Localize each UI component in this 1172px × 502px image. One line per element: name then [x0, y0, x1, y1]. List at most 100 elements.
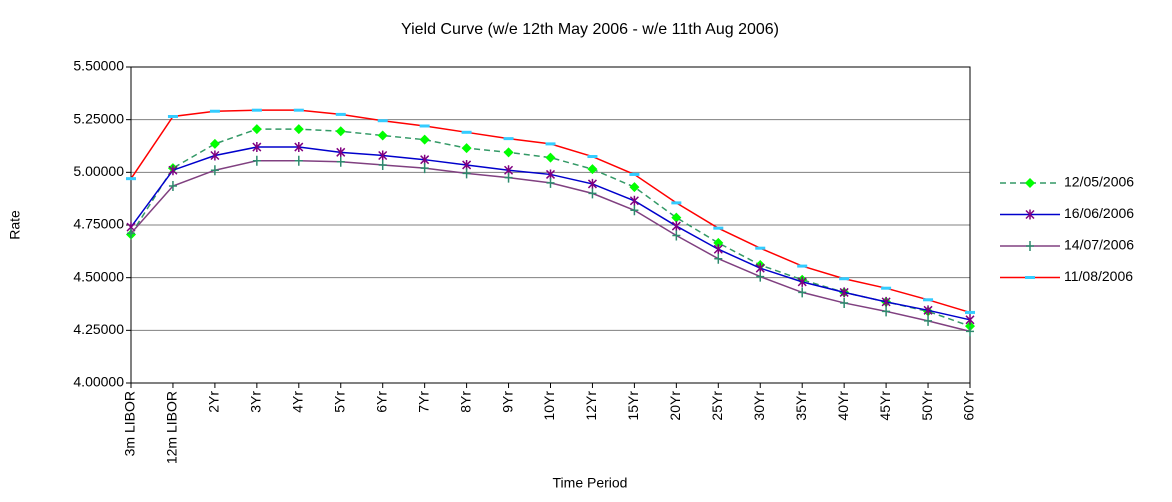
- y-tick-label: 4.50000: [73, 268, 124, 284]
- legend-marker: [1025, 178, 1035, 188]
- x-tick-label: 5Yr: [331, 391, 347, 413]
- marker: [713, 237, 724, 248]
- marker: [127, 228, 135, 239]
- x-tick-label: 30Yr: [751, 391, 767, 421]
- marker: [965, 310, 975, 314]
- marker: [629, 172, 640, 176]
- marker: [126, 177, 136, 181]
- series-line: [130, 109, 971, 314]
- marker: [923, 298, 934, 302]
- marker: [671, 221, 681, 232]
- y-tick-label: 4.25000: [73, 321, 124, 337]
- marker: [503, 137, 514, 141]
- marker: [713, 244, 723, 255]
- marker: [923, 305, 933, 316]
- marker: [839, 287, 849, 298]
- marker: [587, 164, 598, 175]
- legend-marker: [1026, 241, 1034, 251]
- x-tick-label: 40Yr: [835, 391, 851, 421]
- x-tick-label: 3m LIBOR: [122, 391, 138, 456]
- marker: [840, 297, 849, 308]
- marker: [756, 271, 765, 282]
- marker: [336, 156, 345, 167]
- x-tick-label: 3Yr: [248, 391, 264, 413]
- marker: [671, 201, 682, 205]
- marker: [755, 263, 765, 274]
- marker: [671, 212, 682, 223]
- legend-marker: [1025, 276, 1035, 279]
- x-tick-label: 12Yr: [583, 391, 599, 421]
- marker: [251, 108, 262, 112]
- marker: [713, 226, 724, 230]
- marker: [462, 159, 472, 170]
- marker: [209, 109, 220, 113]
- marker: [419, 134, 430, 145]
- x-tick-label: 25Yr: [709, 391, 725, 421]
- chart-title: Yield Curve (w/e 12th May 2006 - w/e 11t…: [401, 21, 779, 38]
- x-tick-label: 4Yr: [290, 391, 306, 413]
- marker: [545, 169, 556, 180]
- marker: [167, 115, 178, 119]
- marker: [378, 150, 388, 161]
- marker: [546, 177, 555, 188]
- marker: [209, 138, 220, 149]
- x-tick-label: 2Yr: [206, 391, 222, 413]
- marker: [966, 326, 974, 337]
- y-tick-label: 5.00000: [73, 163, 124, 179]
- x-tick-label: 45Yr: [877, 391, 893, 421]
- marker: [630, 205, 639, 216]
- x-tick-label: 7Yr: [415, 391, 431, 413]
- y-tick-label: 4.75000: [73, 216, 124, 232]
- marker: [251, 124, 262, 135]
- marker: [798, 287, 807, 298]
- legend-marker: [1025, 209, 1035, 220]
- legend-label: 16/06/2006: [1064, 205, 1134, 221]
- x-tick-label: 50Yr: [919, 391, 935, 421]
- x-tick-label: 6Yr: [373, 391, 389, 413]
- marker: [797, 264, 808, 268]
- marker: [335, 112, 346, 116]
- marker: [252, 142, 262, 153]
- marker: [294, 142, 304, 153]
- marker: [168, 165, 178, 176]
- marker: [377, 130, 388, 141]
- marker: [378, 159, 387, 170]
- marker: [293, 124, 304, 135]
- marker: [462, 168, 471, 179]
- legend-label: 14/07/2006: [1064, 237, 1134, 253]
- marker: [924, 315, 933, 326]
- marker: [545, 152, 556, 163]
- marker: [335, 126, 346, 137]
- legend-label: 12/05/2006: [1064, 174, 1134, 190]
- x-tick-label: 12m LIBOR: [164, 391, 180, 464]
- x-tick-label: 20Yr: [667, 391, 683, 421]
- x-tick-label: 15Yr: [625, 391, 641, 421]
- y-tick-label: 5.25000: [73, 110, 124, 126]
- marker: [210, 165, 219, 176]
- marker: [882, 306, 891, 317]
- marker: [294, 155, 303, 166]
- marker: [629, 182, 640, 193]
- marker: [168, 181, 177, 192]
- marker: [587, 155, 598, 159]
- x-tick-label: 9Yr: [499, 391, 515, 413]
- marker: [293, 108, 304, 112]
- marker: [839, 277, 850, 281]
- marker: [336, 147, 346, 158]
- y-tick-label: 4.00000: [73, 374, 124, 390]
- marker: [377, 119, 388, 123]
- marker: [420, 154, 430, 165]
- x-tick-label: 10Yr: [541, 391, 557, 421]
- marker: [588, 188, 597, 199]
- marker: [965, 321, 975, 332]
- y-axis-label: Rate: [7, 210, 23, 240]
- marker: [629, 195, 639, 206]
- y-tick-label: 5.50000: [73, 58, 124, 74]
- marker: [504, 172, 513, 183]
- marker: [461, 130, 472, 134]
- marker: [210, 150, 220, 161]
- x-tick-label: 8Yr: [457, 391, 473, 413]
- marker: [881, 286, 892, 290]
- marker: [252, 155, 261, 166]
- marker: [714, 253, 723, 264]
